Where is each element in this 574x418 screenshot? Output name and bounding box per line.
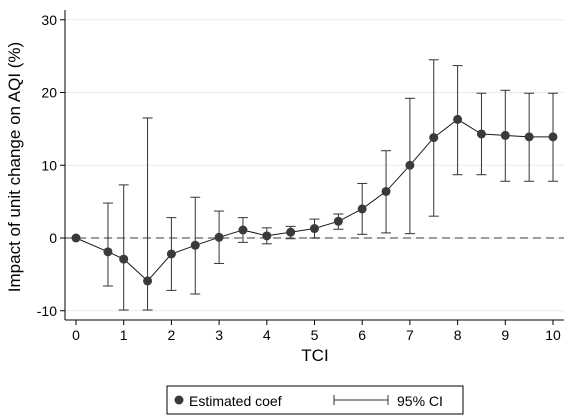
x-tick-label: 3 <box>215 327 223 343</box>
data-point <box>103 247 113 257</box>
y-tick-label: -10 <box>37 303 57 319</box>
data-point <box>429 133 439 143</box>
legend-box <box>166 385 464 415</box>
x-tick-label: 2 <box>168 327 176 343</box>
ci-bar <box>118 184 129 311</box>
gridlines <box>65 19 564 312</box>
legend: Estimated coef 95% CI <box>166 385 464 415</box>
data-point <box>310 224 319 234</box>
data-point <box>166 249 176 259</box>
data-point <box>500 130 510 140</box>
data-point <box>190 240 200 250</box>
y-tick-label: 10 <box>41 157 57 173</box>
x-tick-label: 6 <box>358 327 366 343</box>
x-tick-label: 8 <box>454 327 462 343</box>
confidence-intervals <box>102 59 558 311</box>
x-tick-label: 4 <box>263 327 271 343</box>
ci-bar <box>102 202 113 287</box>
legend-ci-marker <box>333 395 389 405</box>
x-tick-label: 10 <box>545 327 561 343</box>
y-tick-label: 0 <box>49 230 57 246</box>
x-tick-label: 7 <box>406 327 414 343</box>
data-point <box>262 231 272 241</box>
y-tick-label: 30 <box>41 12 57 28</box>
data-point <box>214 232 224 242</box>
data-point <box>357 204 367 214</box>
data-point <box>381 186 391 196</box>
data-point <box>524 132 534 142</box>
x-tick-label: 5 <box>311 327 319 343</box>
x-tick-label: 1 <box>120 327 128 343</box>
data-point <box>71 233 81 243</box>
data-point <box>333 216 343 226</box>
data-point <box>238 225 248 235</box>
x-tick-label: 9 <box>501 327 509 343</box>
data-point <box>405 160 415 170</box>
data-point <box>453 114 463 124</box>
y-tick-label: 20 <box>41 85 57 101</box>
legend-point-marker <box>174 395 184 405</box>
data-point <box>143 276 153 286</box>
data-point <box>476 129 486 139</box>
y-axis-ticks: -10 0 10 20 30 <box>37 12 65 319</box>
x-axis-label: TCI <box>301 346 328 365</box>
x-axis-ticks: 0 1 2 3 4 5 6 7 8 9 10 <box>72 320 561 343</box>
legend-ci-label: 95% CI <box>397 393 443 409</box>
data-point <box>548 132 558 142</box>
data-point <box>119 254 129 264</box>
data-points <box>71 114 558 286</box>
y-axis-label: Impact of unit change on AQI (%) <box>5 42 24 292</box>
data-point <box>286 227 296 237</box>
x-tick-label: 0 <box>72 327 80 343</box>
legend-point-label: Estimated coef <box>189 393 282 409</box>
